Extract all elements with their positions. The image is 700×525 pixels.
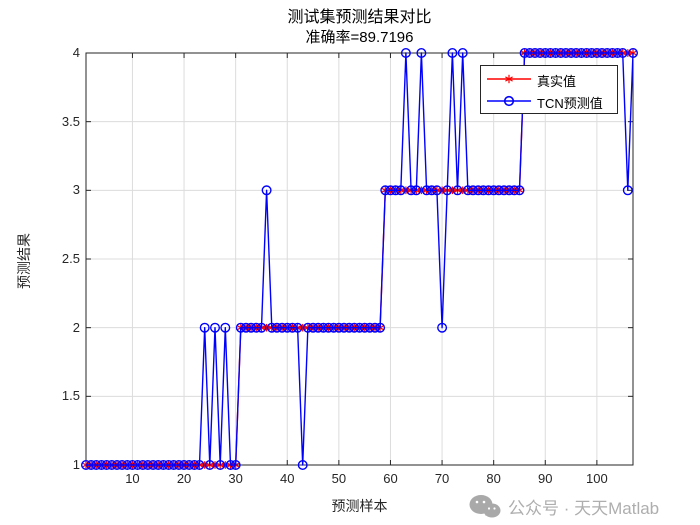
x-tick-label: 80 [486, 471, 501, 486]
axes-box [85, 52, 634, 466]
y-axis-label: 预测结果 [16, 233, 32, 289]
watermark: 公众号 · 天天Matlab [468, 488, 700, 525]
y-tick-label: 3 [72, 182, 80, 198]
legend-box [480, 65, 618, 114]
gridlines [86, 53, 633, 465]
legend-entry-pred-label: TCN预测值 [537, 96, 603, 111]
y-tick-label: 1.5 [61, 388, 80, 404]
watermark-text: 公众号 · 天天Matlab [508, 499, 660, 518]
chart-subtitle: 准确率=89.7196 [305, 29, 414, 46]
x-tick-label: 40 [280, 471, 295, 486]
chart-title: 测试集预测结果对比 [287, 9, 432, 26]
x-tick-label: 20 [176, 471, 192, 486]
y-tick-label: 4 [72, 45, 80, 60]
legend-entry-true-label: 真实值 [537, 74, 577, 89]
x-tick-label: 10 [125, 471, 140, 486]
x-tick-label: 100 [586, 471, 608, 486]
y-tick-label: 3.5 [61, 113, 80, 129]
x-tick-label: 90 [538, 471, 553, 486]
x-tick-label: 60 [383, 471, 398, 486]
x-tick-label: 30 [228, 471, 243, 486]
y-tick-label: 1 [72, 457, 80, 472]
wechat-icon [469, 494, 501, 517]
x-axis-label: 预测样本 [331, 498, 388, 514]
series-predicted-values [80, 48, 639, 471]
y-tick-label: 2 [72, 319, 80, 335]
x-tick-label: 50 [331, 471, 347, 486]
y-tick-label: 2.5 [61, 251, 80, 266]
x-tick-label: 70 [434, 471, 450, 486]
